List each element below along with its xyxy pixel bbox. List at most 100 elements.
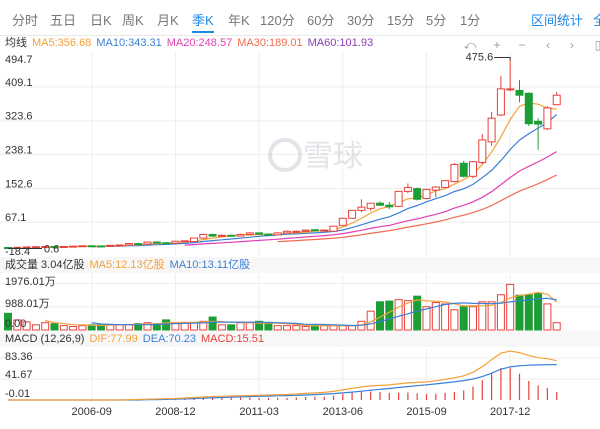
candle-body xyxy=(469,161,477,177)
ma-legend: 均线 MA5:356.68 MA10:343.31 MA20:248.57 MA30:1… xyxy=(5,37,378,50)
candle-body xyxy=(97,245,105,248)
volume-legend: 成交量 3.04亿股 MA5:12.13亿股 MA10:13.11亿股 xyxy=(5,259,255,272)
candle xyxy=(478,133,487,165)
candle xyxy=(245,232,254,235)
ma20-value: MA20:248.57 xyxy=(166,37,233,49)
tab-3[interactable]: 周K xyxy=(122,13,144,28)
candle-body xyxy=(292,230,301,233)
fullscreen-link[interactable]: 全 xyxy=(593,13,600,28)
tab-5[interactable]: 季K xyxy=(192,10,214,33)
candle xyxy=(469,160,477,179)
ma60-value: MA60:101.93 xyxy=(307,37,374,49)
tab-4[interactable]: 月K xyxy=(157,13,179,28)
candle xyxy=(292,230,301,233)
volume-bar xyxy=(478,301,487,331)
candle xyxy=(543,106,552,131)
volume-axis-label: 1976.01万 xyxy=(5,276,56,288)
ma30-value: MA30:189.01 xyxy=(237,37,303,49)
fullscreen-icon[interactable]: ▯ xyxy=(594,38,600,52)
volume-bar xyxy=(59,325,68,331)
macd-legend: MACD (12,26,9) DIF:77.99 DEA:70.23 MACD:15.… xyxy=(5,333,269,346)
candle-body xyxy=(236,233,245,237)
candle-body xyxy=(41,246,50,249)
volume-bar xyxy=(534,292,543,331)
candle-body xyxy=(394,190,403,207)
candle-body xyxy=(320,229,329,232)
candle-body xyxy=(59,246,68,249)
volume-bar xyxy=(394,299,403,331)
candle xyxy=(134,242,143,246)
candle-body xyxy=(348,209,357,219)
candle-body xyxy=(69,245,78,248)
candle-body xyxy=(385,204,394,208)
volume-bar xyxy=(31,324,40,331)
date-axis-label: 2008-12 xyxy=(155,406,195,418)
candle xyxy=(450,162,459,183)
tab-8[interactable]: 60分 xyxy=(307,13,335,28)
volume-bar xyxy=(69,325,78,331)
tab-9[interactable]: 30分 xyxy=(347,13,375,28)
candle xyxy=(217,234,226,237)
candle-body xyxy=(403,186,412,192)
candle xyxy=(264,233,273,236)
candle xyxy=(413,187,422,201)
candle xyxy=(338,217,347,226)
tab-2[interactable]: 日K xyxy=(90,13,112,28)
candle-body xyxy=(264,233,273,236)
candle xyxy=(385,202,394,210)
tab-1[interactable]: 五日 xyxy=(50,13,77,28)
candle xyxy=(115,244,124,247)
candle xyxy=(422,188,431,200)
pan-left-icon[interactable]: ‹ xyxy=(546,38,550,52)
volume-axis-label: 0.00 xyxy=(5,318,26,330)
candle-body xyxy=(487,117,496,143)
volume-bar xyxy=(134,323,143,331)
candle xyxy=(152,241,161,244)
date-axis-label: 2013-06 xyxy=(323,406,363,418)
candle-body xyxy=(376,202,384,206)
pan-right-icon[interactable]: › xyxy=(570,38,574,52)
watermark-circle-icon xyxy=(268,138,302,172)
candle-body xyxy=(478,139,487,163)
volume-bar xyxy=(236,322,245,331)
candle xyxy=(180,240,189,243)
candle xyxy=(403,183,412,194)
candle xyxy=(524,92,533,127)
watermark-logo: 雪球 xyxy=(268,138,363,173)
tab-6[interactable]: 年K xyxy=(228,13,250,28)
candle-body xyxy=(78,245,87,248)
volume-bar xyxy=(124,324,133,331)
dif-value: DIF:77.99 xyxy=(89,333,138,345)
range-statistics-button[interactable]: 区间统计 xyxy=(531,13,584,28)
date-axis-label: 2011-03 xyxy=(239,406,279,418)
candle-body xyxy=(450,163,459,182)
date-axis-label: 2015-09 xyxy=(406,406,446,418)
date-axis-label: 2017-12 xyxy=(490,406,530,418)
dea-value: DEA:70.23 xyxy=(142,333,196,345)
zoom-out-icon[interactable]: − xyxy=(518,38,526,52)
ma5-value: MA5:356.68 xyxy=(32,37,92,49)
volume-bar xyxy=(162,319,171,331)
tab-11[interactable]: 5分 xyxy=(426,13,447,28)
date-axis-label: 2006-09 xyxy=(72,406,112,418)
reset-icon[interactable]: ⤺ xyxy=(463,38,477,52)
candle xyxy=(348,209,357,219)
tab-12[interactable]: 1分 xyxy=(460,13,481,28)
candle-body xyxy=(50,246,59,249)
tab-0[interactable]: 分时 xyxy=(12,13,39,28)
candle xyxy=(171,240,180,244)
candle xyxy=(366,202,375,212)
candle xyxy=(320,229,329,232)
candle-body xyxy=(273,232,282,236)
zoom-in-icon[interactable]: + xyxy=(493,38,501,52)
volume-bar xyxy=(208,316,217,331)
tab-10[interactable]: 15分 xyxy=(387,13,415,28)
candle-body xyxy=(366,202,375,209)
volume-axis-label: 988.01万 xyxy=(5,298,50,310)
volume-bar xyxy=(115,324,124,331)
volume-bar xyxy=(301,325,310,331)
tab-7[interactable]: 120分 xyxy=(260,13,295,28)
candle-body xyxy=(180,240,189,243)
candle-body xyxy=(301,229,310,232)
